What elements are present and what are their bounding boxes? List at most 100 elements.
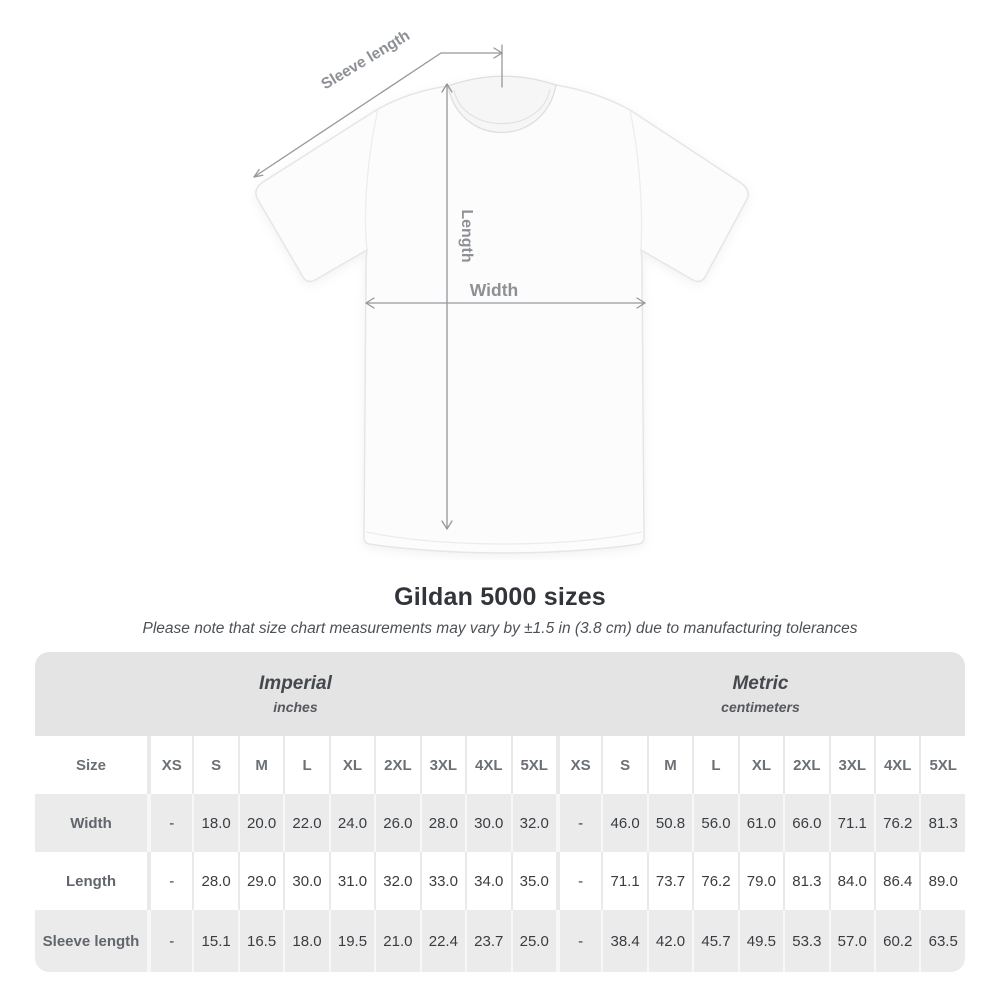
measurement-cell: 76.2 <box>692 852 738 910</box>
measurement-cell: - <box>147 852 193 910</box>
measurement-cell: 24.0 <box>328 794 375 852</box>
measurement-cell: 76.2 <box>874 794 920 852</box>
measurement-cell: 15.1 <box>192 910 238 972</box>
measurement-cell: 25.0 <box>510 910 556 972</box>
size-header-metric-m: M <box>646 736 693 794</box>
measurement-cell: 79.0 <box>737 852 784 910</box>
measurement-cell: 60.2 <box>874 910 920 972</box>
size-header-row: Size XS S M L XL 2XL 3XL 4XL 5XL XS S M L XL 2XL 3XL 4XL 5… <box>35 736 965 794</box>
size-header-metric-5xl: 5XL <box>919 736 965 794</box>
width-arrow <box>365 297 646 309</box>
size-header-imperial-xs: XS <box>147 736 193 794</box>
length-arrow <box>441 83 453 530</box>
size-header-metric-s: S <box>601 736 647 794</box>
size-header-metric-xs: XS <box>555 736 602 794</box>
measurement-cell: 63.5 <box>919 910 965 972</box>
measurement-cell: - <box>555 910 602 972</box>
measurement-cell: 19.5 <box>328 910 375 972</box>
measurement-cell: 57.0 <box>828 910 874 972</box>
size-header-metric-2xl: 2XL <box>783 736 829 794</box>
tshirt-measurement-diagram: Sleeve length Length Width <box>253 27 749 554</box>
measurement-cell: 23.7 <box>465 910 511 972</box>
measurement-cell: 34.0 <box>465 852 511 910</box>
sleeve-length-arrow <box>253 44 503 178</box>
measurement-cell: 31.0 <box>328 852 375 910</box>
measurement-cell: 71.1 <box>828 794 874 852</box>
measurement-cell: - <box>555 794 602 852</box>
measurement-cell: 84.0 <box>828 852 874 910</box>
measurement-cell: 49.5 <box>737 910 784 972</box>
size-header-metric-l: L <box>692 736 738 794</box>
measurement-cell: 73.7 <box>646 852 693 910</box>
size-header-imperial-3xl: 3XL <box>419 736 466 794</box>
measurement-cell: 22.0 <box>283 794 329 852</box>
size-header-metric-3xl: 3XL <box>828 736 874 794</box>
imperial-group-unit: inches <box>273 699 318 715</box>
measurement-cell: 32.0 <box>510 794 556 852</box>
measurement-cell: 32.0 <box>374 852 420 910</box>
size-header-imperial-xl: XL <box>328 736 375 794</box>
measurement-row: Length -28.0 29.0 30.0 31.0 32.0 33.0 34.0 35.0-… <box>35 852 965 910</box>
measurement-cell: 50.8 <box>646 794 693 852</box>
size-header-imperial-s: S <box>192 736 238 794</box>
measurement-cell: 29.0 <box>237 852 284 910</box>
size-header-metric-xl: XL <box>737 736 784 794</box>
size-header-imperial-l: L <box>283 736 329 794</box>
measurement-cell: 18.0 <box>283 910 329 972</box>
measurement-cell: - <box>147 794 193 852</box>
imperial-group-label: Imperial <box>259 673 332 694</box>
size-header-metric-4xl: 4XL <box>874 736 920 794</box>
measurement-cell: 21.0 <box>374 910 420 972</box>
tshirt-collar <box>447 75 557 133</box>
tshirt-left-armhole-seam <box>364 108 379 251</box>
unit-group-header-row: Imperial inches Metric centimeters <box>35 652 965 736</box>
measurement-cell: 16.5 <box>237 910 284 972</box>
size-table-grid: Imperial inches Metric centimeters Size X… <box>35 652 965 972</box>
measurement-cell: 71.1 <box>601 852 647 910</box>
measurement-row: Sleeve length -15.1 16.5 18.0 19.5 21.0 22.4 23… <box>35 910 965 972</box>
measurement-cell: 42.0 <box>646 910 693 972</box>
measurement-cell: 61.0 <box>737 794 784 852</box>
size-header-imperial-2xl: 2XL <box>374 736 420 794</box>
measurement-cell: 26.0 <box>374 794 420 852</box>
tolerance-note: Please note that size chart measurements… <box>142 620 858 637</box>
measurement-cell: 45.7 <box>692 910 738 972</box>
measurement-cell: 86.4 <box>874 852 920 910</box>
measurement-cell: 30.0 <box>465 794 511 852</box>
measurement-row: Width -18.0 20.0 22.0 24.0 26.0 28.0 30.0 32.0-4… <box>35 794 965 852</box>
measurement-cell: 33.0 <box>419 852 466 910</box>
row-label-cell: Length <box>35 852 147 910</box>
measurement-cell: 56.0 <box>692 794 738 852</box>
size-table: Imperial inches Metric centimeters Size X… <box>35 652 965 972</box>
measurement-cell: 46.0 <box>601 794 647 852</box>
measurement-cell: 30.0 <box>283 852 329 910</box>
size-column-header: Size <box>35 736 147 794</box>
size-header-imperial-5xl: 5XL <box>510 736 556 794</box>
tshirt-hem-seam <box>365 531 643 545</box>
measurement-cell: 81.3 <box>919 794 965 852</box>
page-title: Gildan 5000 sizes <box>394 583 606 611</box>
measurement-cell: - <box>555 852 602 910</box>
size-header-imperial-m: M <box>237 736 284 794</box>
measurement-cell: 22.4 <box>419 910 466 972</box>
tshirt-right-armhole-seam <box>629 109 643 251</box>
sleeve-length-label: Sleeve length <box>318 27 412 93</box>
width-label: Width <box>470 280 518 300</box>
measurement-cell: 28.0 <box>192 852 238 910</box>
measurement-cell: 28.0 <box>419 794 466 852</box>
measurement-cell: - <box>147 910 193 972</box>
measurement-cell: 35.0 <box>510 852 556 910</box>
tshirt-body <box>255 84 749 554</box>
measurement-cell: 53.3 <box>783 910 829 972</box>
metric-group-label: Metric <box>732 673 789 694</box>
metric-group-header: Metric centimeters <box>555 652 965 736</box>
tshirt-collar-band-seam <box>453 88 551 125</box>
size-header-imperial-4xl: 4XL <box>465 736 511 794</box>
imperial-group-header: Imperial inches <box>35 652 556 736</box>
measurement-cell: 66.0 <box>783 794 829 852</box>
metric-group-unit: centimeters <box>721 699 800 715</box>
measurement-cell: 89.0 <box>919 852 965 910</box>
row-label-cell: Sleeve length <box>35 910 147 972</box>
measurement-cell: 18.0 <box>192 794 238 852</box>
